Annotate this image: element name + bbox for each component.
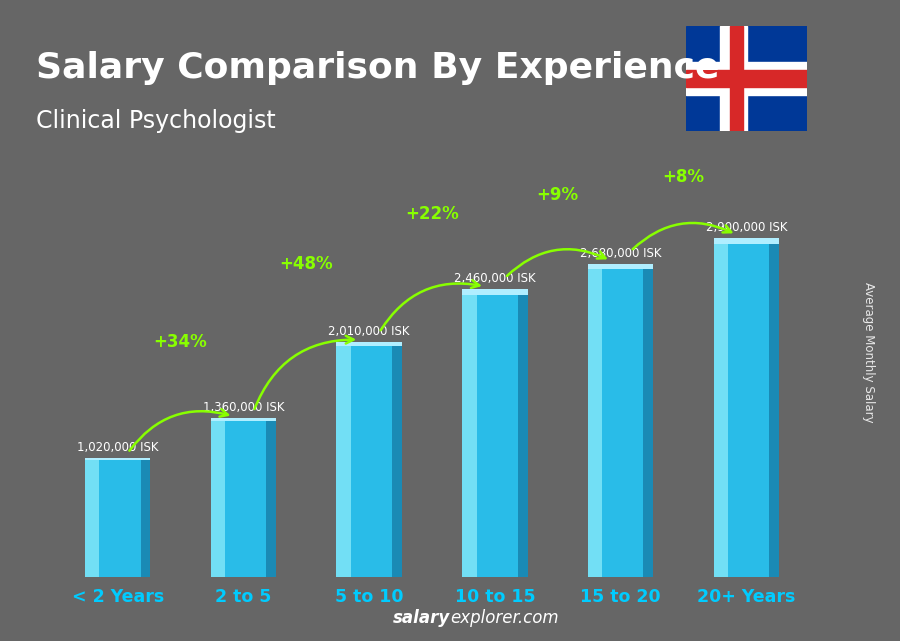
Bar — [730, 26, 743, 131]
Bar — [266, 418, 276, 577]
Text: +22%: +22% — [405, 204, 459, 223]
Bar — [337, 342, 401, 577]
Bar — [211, 418, 225, 577]
Bar — [714, 238, 779, 244]
Bar — [337, 342, 351, 577]
Bar — [588, 263, 653, 269]
Text: 1,360,000 ISK: 1,360,000 ISK — [202, 401, 284, 414]
Text: 2,900,000 ISK: 2,900,000 ISK — [706, 221, 787, 234]
Bar — [714, 238, 728, 577]
Bar — [337, 342, 401, 346]
Bar — [714, 238, 779, 577]
Text: +34%: +34% — [154, 333, 207, 351]
Text: Salary Comparison By Experience: Salary Comparison By Experience — [36, 51, 719, 85]
Bar — [463, 289, 527, 577]
Text: 1,020,000 ISK: 1,020,000 ISK — [77, 441, 158, 454]
Text: +8%: +8% — [662, 168, 705, 186]
Bar — [85, 458, 99, 577]
Bar — [686, 71, 807, 87]
Text: salary: salary — [392, 609, 450, 627]
Bar — [686, 62, 807, 95]
Text: +9%: +9% — [536, 187, 579, 204]
Bar — [463, 289, 527, 294]
Text: 2,010,000 ISK: 2,010,000 ISK — [328, 325, 410, 338]
Bar — [392, 342, 401, 577]
Bar — [85, 458, 150, 577]
Bar — [644, 263, 653, 577]
Text: 2,460,000 ISK: 2,460,000 ISK — [454, 272, 536, 285]
Bar — [211, 418, 276, 577]
Text: +48%: +48% — [280, 255, 333, 273]
Bar — [211, 418, 276, 420]
Text: Average Monthly Salary: Average Monthly Salary — [862, 282, 875, 423]
Bar — [588, 263, 602, 577]
Text: Clinical Psychologist: Clinical Psychologist — [36, 109, 275, 133]
Bar — [140, 458, 150, 577]
Bar — [588, 263, 653, 577]
Bar — [720, 26, 746, 131]
Bar — [770, 238, 779, 577]
Bar — [518, 289, 527, 577]
Bar — [85, 458, 150, 460]
Text: 2,680,000 ISK: 2,680,000 ISK — [580, 247, 662, 260]
Text: explorer.com: explorer.com — [450, 609, 559, 627]
Bar — [463, 289, 477, 577]
